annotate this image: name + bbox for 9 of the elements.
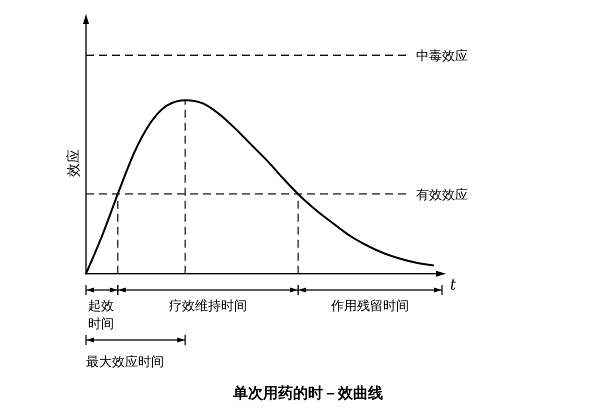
- text: 疗效维持时间: [168, 299, 247, 314]
- text: 起效时间: [88, 299, 114, 332]
- text: 作用残留时间: [330, 299, 410, 314]
- text: 最大效应时间: [86, 354, 164, 370]
- ref-line-label: 有效效应: [416, 186, 468, 203]
- x-axis-title: t: [450, 276, 457, 294]
- y-axis-title: 效应: [66, 149, 82, 177]
- text: 单次用药的时－效曲线: [232, 384, 383, 402]
- ref-line-label: 中毒效应: [416, 48, 468, 64]
